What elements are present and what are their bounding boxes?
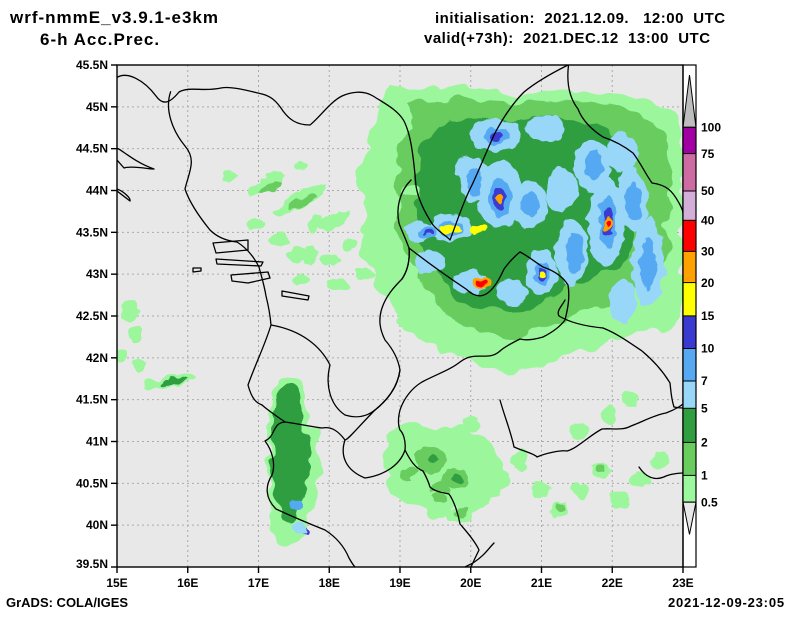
svg-text:41.5N: 41.5N (76, 393, 108, 407)
svg-text:18E: 18E (319, 576, 340, 590)
svg-text:20: 20 (701, 276, 715, 290)
svg-text:40N: 40N (86, 518, 108, 532)
svg-text:45.5N: 45.5N (76, 58, 108, 72)
svg-text:1: 1 (701, 469, 708, 483)
svg-text:75: 75 (701, 147, 715, 161)
svg-text:42.5N: 42.5N (76, 309, 108, 323)
svg-text:30: 30 (701, 245, 715, 259)
svg-text:40.5N: 40.5N (76, 476, 108, 490)
svg-text:23E: 23E (672, 576, 693, 590)
svg-text:45N: 45N (86, 100, 108, 114)
svg-text:100: 100 (701, 121, 721, 135)
svg-text:17E: 17E (248, 576, 269, 590)
svg-text:7: 7 (701, 374, 708, 388)
svg-text:40: 40 (701, 214, 715, 228)
svg-text:5: 5 (701, 402, 708, 416)
svg-text:43N: 43N (86, 267, 108, 281)
svg-text:15: 15 (701, 309, 715, 323)
svg-text:44N: 44N (86, 184, 108, 198)
svg-text:0.5: 0.5 (701, 495, 718, 509)
svg-text:44.5N: 44.5N (76, 142, 108, 156)
svg-text:10: 10 (701, 342, 715, 356)
svg-text:20E: 20E (460, 576, 481, 590)
svg-text:39.5N: 39.5N (76, 557, 108, 571)
svg-text:22E: 22E (602, 576, 623, 590)
svg-text:42N: 42N (86, 351, 108, 365)
svg-text:21E: 21E (531, 576, 552, 590)
svg-text:50: 50 (701, 184, 715, 198)
svg-text:15E: 15E (106, 576, 127, 590)
svg-text:19E: 19E (389, 576, 410, 590)
svg-text:41N: 41N (86, 435, 108, 449)
svg-text:16E: 16E (177, 576, 198, 590)
svg-text:2: 2 (701, 436, 708, 450)
svg-text:43.5N: 43.5N (76, 225, 108, 239)
